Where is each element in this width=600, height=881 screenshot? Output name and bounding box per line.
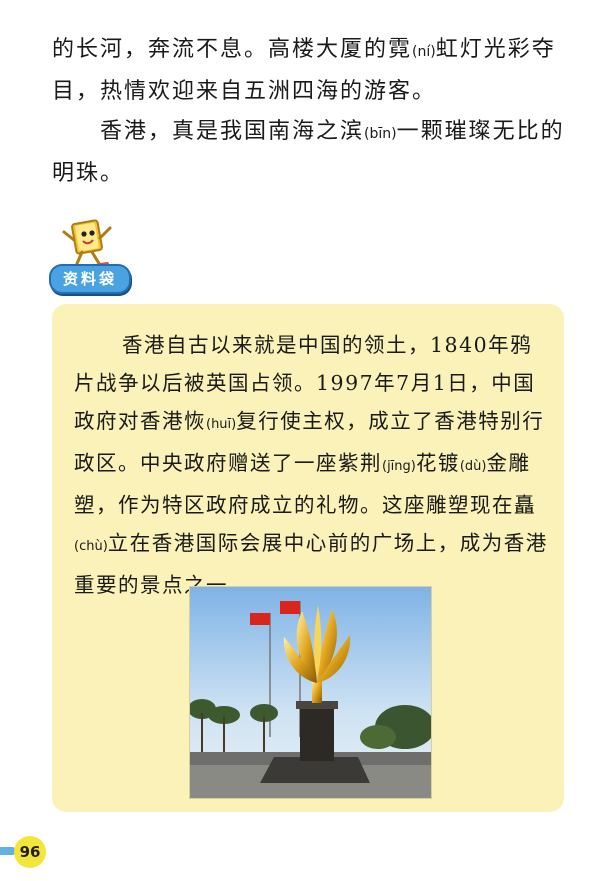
p2-text-1: 香港，真是我国南海之滨 <box>100 119 365 144</box>
info-text-3: 花镀 <box>415 451 460 475</box>
page-number: 96 <box>14 836 46 868</box>
paragraph-1: 的长河，奔流不息。高楼大厦的霓(ní)虹灯光彩夺目，热情欢迎来自五洲四海的游客。 <box>52 30 572 112</box>
p1-text-2: 虹灯光彩夺目，热情欢迎来自五洲四海的游客。 <box>52 37 556 104</box>
p2-pinyin-1: (bīn) <box>364 126 397 142</box>
book-mascot-icon <box>62 219 112 268</box>
info-text-1: 香港自古以来就是中国的领土，1840年鸦片战争以后被英国占领。1997年7月1日… <box>74 333 536 433</box>
info-pinyin-4: (chù) <box>74 539 108 554</box>
info-text-4: 金雕塑，作为特区政府成立的礼物。这座雕塑现在矗 <box>74 451 536 517</box>
info-box-tag: 资料袋 <box>49 264 131 294</box>
info-text-2: 复行使主权，成立了香港特别行政区。中央政府赠送了一座紫荆 <box>74 409 545 475</box>
info-box-text: 香港自古以来就是中国的领土，1840年鸦片战争以后被英国占领。1997年7月1日… <box>74 326 552 604</box>
info-pinyin-1: (huī) <box>206 417 237 432</box>
info-pinyin-3: (dù) <box>459 459 487 474</box>
bauhinia-sculpture-photo <box>189 586 432 799</box>
p1-pinyin-1: (ní) <box>412 44 436 60</box>
p1-text-1: 的长河，奔流不息。高楼大厦的霓 <box>52 37 413 62</box>
page-number-tab <box>0 847 16 855</box>
info-pinyin-2: (jīng) <box>382 459 416 474</box>
paragraph-2: 香港，真是我国南海之滨(bīn)一颗璀璨无比的明珠。 <box>52 112 572 194</box>
p2-text-2: 一颗璀璨无比的明珠。 <box>52 119 565 186</box>
